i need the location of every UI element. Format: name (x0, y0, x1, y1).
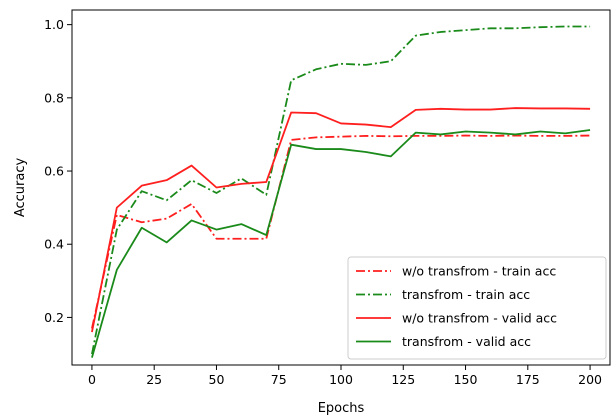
series-line-1 (91, 134, 591, 329)
series-line-4 (91, 129, 591, 358)
x-tick-label: 125 (391, 372, 415, 387)
x-tick-label: 100 (329, 372, 353, 387)
x-tick-label: 200 (578, 372, 602, 387)
series-line-3 (91, 107, 591, 333)
series-line-2 (91, 25, 591, 355)
y-axis-ticks: 0.2 0.4 0.6 0.8 1.0 (44, 17, 72, 325)
y-axis-label: Accuracy (13, 158, 28, 218)
legend-label-1: w/o transfrom - train acc (402, 264, 556, 279)
x-tick-label: 25 (146, 372, 162, 387)
x-tick-label: 75 (271, 372, 287, 387)
y-tick-label: 0.6 (44, 164, 64, 179)
x-tick-label: 150 (454, 372, 478, 387)
y-tick-label: 0.8 (44, 90, 64, 105)
y-tick-label: 0.4 (44, 237, 64, 252)
x-axis-label: Epochs (318, 401, 365, 416)
x-axis-ticks: 0 25 50 75 100 125 150 175 200 (88, 365, 602, 387)
legend: w/o transfrom - train acc transfrom - tra… (347, 256, 607, 360)
series-layer (91, 25, 591, 358)
legend-label-4: transfrom - valid acc (402, 334, 531, 349)
x-tick-label: 50 (209, 372, 225, 387)
x-tick-label: 175 (516, 372, 540, 387)
x-tick-label: 0 (88, 372, 96, 387)
y-tick-label: 1.0 (44, 17, 64, 32)
y-tick-label: 0.2 (44, 310, 64, 325)
legend-frame (347, 256, 607, 360)
legend-label-3: w/o transfrom - valid acc (402, 311, 557, 326)
legend-label-2: transfrom - train acc (402, 287, 530, 302)
